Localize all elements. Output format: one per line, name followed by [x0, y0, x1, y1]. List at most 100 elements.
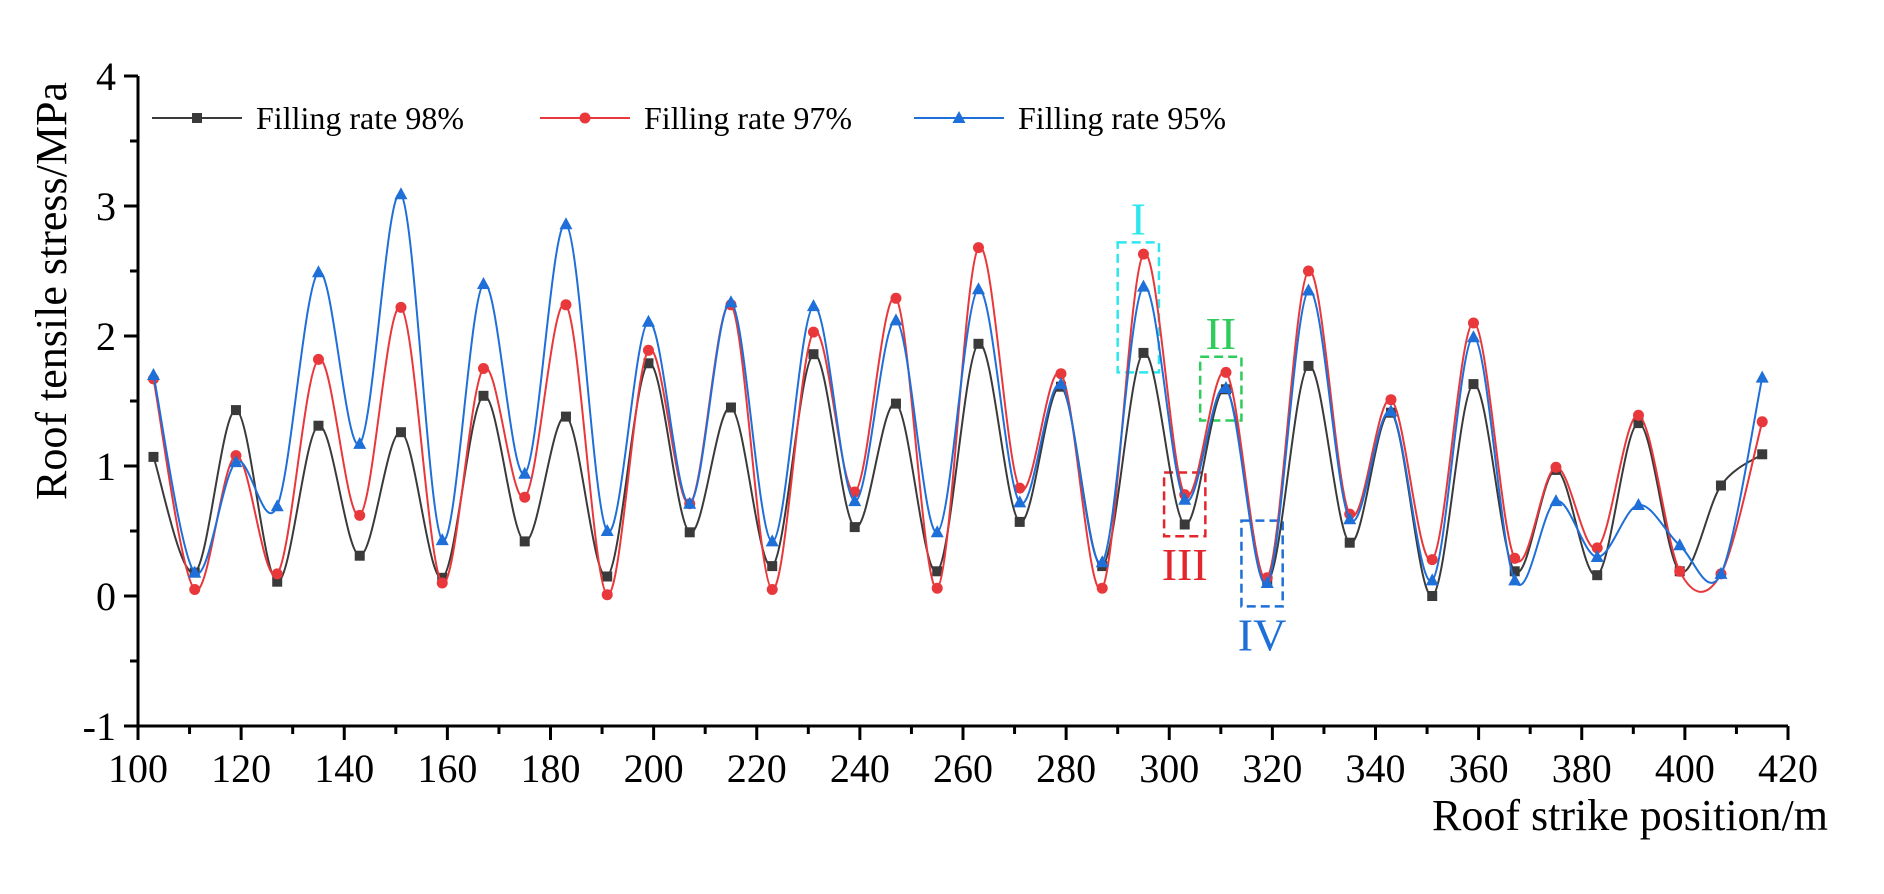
data-point-filling-rate-97-231 — [807, 326, 819, 338]
y-tick-label-1: 1 — [96, 444, 116, 489]
data-point-filling-rate-95-207 — [683, 496, 697, 509]
x-tick-label-380: 380 — [1552, 746, 1612, 791]
data-point-filling-rate-95-327 — [1301, 283, 1315, 296]
data-point-filling-rate-95-407 — [1714, 566, 1728, 579]
data-point-filling-rate-97-295 — [1137, 248, 1149, 260]
data-point-filling-rate-97-167 — [477, 363, 489, 374]
data-point-filling-rate-95-279 — [1054, 377, 1068, 390]
data-point-filling-rate-95-175 — [518, 466, 532, 479]
data-point-filling-rate-97-111 — [189, 584, 201, 595]
data-point-filling-rate-95-351 — [1425, 573, 1439, 586]
data-point-filling-rate-95-191 — [600, 524, 614, 536]
data-point-filling-rate-95-135 — [311, 265, 325, 278]
data-point-filling-rate-98-415 — [1757, 449, 1768, 460]
region-IV-box — [1240, 519, 1284, 608]
data-point-filling-rate-98-143 — [354, 550, 365, 561]
x-tick-label-320: 320 — [1242, 746, 1302, 791]
data-point-filling-rate-95-367 — [1508, 573, 1522, 586]
data-point-filling-rate-97-271 — [1014, 482, 1026, 494]
data-point-filling-rate-97-191 — [601, 589, 613, 601]
data-point-filling-rate-97-383 — [1591, 542, 1603, 554]
data-point-filling-rate-97-127 — [271, 568, 283, 580]
data-point-filling-rate-95-143 — [353, 436, 367, 449]
y-tick-label--1: -1 — [83, 704, 116, 749]
data-point-filling-rate-97-199 — [642, 344, 654, 356]
data-point-filling-rate-98-167 — [478, 390, 489, 401]
data-point-filling-rate-95-151 — [394, 187, 408, 200]
x-tick-label-360: 360 — [1449, 746, 1509, 791]
x-axis-title: Roof strike position/m — [1432, 791, 1828, 840]
legend-marker-filling-rate-98 — [192, 113, 202, 123]
region-III-box — [1162, 471, 1207, 538]
data-point-filling-rate-95-335 — [1343, 512, 1357, 525]
data-point-filling-rate-95-215 — [724, 295, 738, 308]
x-tick-label-340: 340 — [1346, 746, 1406, 791]
axes: 100 120 140 160 180 200 220 240 260 280 300 320 340 3… — [83, 54, 1818, 791]
data-point-filling-rate-97-327 — [1302, 265, 1314, 277]
x-tick-label-220: 220 — [727, 746, 787, 791]
data-point-filling-rate-97-359 — [1467, 317, 1479, 329]
x-tick-label-120: 120 — [211, 746, 271, 791]
data-point-filling-rate-97-143 — [354, 509, 366, 521]
data-point-filling-rate-97-255 — [931, 582, 943, 594]
series-group — [146, 187, 1769, 601]
data-point-filling-rate-97-415 — [1756, 416, 1768, 428]
legend: Filling rate 98% Filling rate 97% Filling … — [152, 100, 1226, 136]
data-point-filling-rate-95-247 — [889, 313, 903, 326]
data-point-filling-rate-98-263 — [973, 338, 984, 349]
x-tick-label-280: 280 — [1036, 746, 1096, 791]
series-line-filling-rate-98 — [152, 342, 1763, 598]
data-point-filling-rate-98-239 — [849, 522, 860, 533]
data-point-filling-rate-98-119 — [230, 405, 241, 416]
data-point-filling-rate-95-263 — [971, 282, 985, 295]
data-point-filling-rate-97-391 — [1632, 409, 1644, 421]
data-point-filling-rate-95-103 — [146, 368, 160, 380]
data-point-filling-rate-98-199 — [643, 358, 654, 369]
legend-label-filling-rate-95: Filling rate 95% — [1018, 100, 1226, 136]
data-point-filling-rate-95-391 — [1631, 498, 1645, 510]
y-tick-label-0: 0 — [96, 574, 116, 619]
data-point-filling-rate-95-359 — [1466, 330, 1480, 343]
data-point-filling-rate-95-415 — [1755, 370, 1769, 383]
data-point-filling-rate-97-279 — [1055, 368, 1067, 380]
legend-marker-filling-rate-95 — [952, 111, 966, 123]
data-point-filling-rate-98-191 — [602, 571, 613, 582]
data-point-filling-rate-97-151 — [395, 301, 407, 313]
data-point-filling-rate-95-399 — [1673, 538, 1687, 551]
data-point-filling-rate-97-247 — [890, 292, 902, 304]
data-point-filling-rate-95-271 — [1013, 495, 1027, 508]
data-point-filling-rate-98-231 — [808, 349, 819, 360]
data-point-filling-rate-98-391 — [1633, 418, 1644, 429]
data-point-filling-rate-95-343 — [1384, 404, 1398, 417]
data-point-filling-rate-95-311 — [1219, 381, 1233, 393]
region-IV-label: IV — [1238, 609, 1287, 660]
region-II-label: II — [1205, 308, 1236, 359]
data-point-filling-rate-95-295 — [1136, 279, 1150, 292]
y-axis-title: Roof tensile stress/MPa — [27, 82, 76, 500]
data-point-filling-rate-95-287 — [1095, 555, 1109, 568]
data-point-filling-rate-97-223 — [766, 584, 778, 595]
data-point-filling-rate-97-399 — [1674, 565, 1686, 577]
data-point-filling-rate-98-359 — [1468, 379, 1479, 390]
y-tick-label-4: 4 — [96, 54, 116, 99]
data-point-filling-rate-97-183 — [560, 299, 572, 311]
data-point-filling-rate-95-183 — [559, 217, 573, 230]
y-tick-label-3: 3 — [96, 184, 116, 229]
data-point-filling-rate-98-351 — [1427, 591, 1438, 601]
data-point-filling-rate-95-319 — [1260, 576, 1274, 588]
legend-label-filling-rate-97: Filling rate 97% — [644, 100, 852, 136]
x-tick-label-200: 200 — [624, 746, 684, 791]
data-point-filling-rate-95-199 — [641, 314, 655, 327]
data-point-filling-rate-95-119 — [229, 455, 243, 468]
data-point-filling-rate-97-239 — [849, 486, 861, 498]
region-III-label: III — [1162, 539, 1208, 590]
series-filling-rate-98 — [148, 338, 1768, 601]
data-point-filling-rate-95-231 — [806, 299, 820, 312]
x-tick-label-180: 180 — [521, 746, 581, 791]
data-point-filling-rate-98-247 — [890, 398, 901, 409]
x-tick-label-260: 260 — [933, 746, 993, 791]
y-tick-label-2: 2 — [96, 314, 116, 359]
data-point-filling-rate-95-111 — [188, 565, 202, 578]
